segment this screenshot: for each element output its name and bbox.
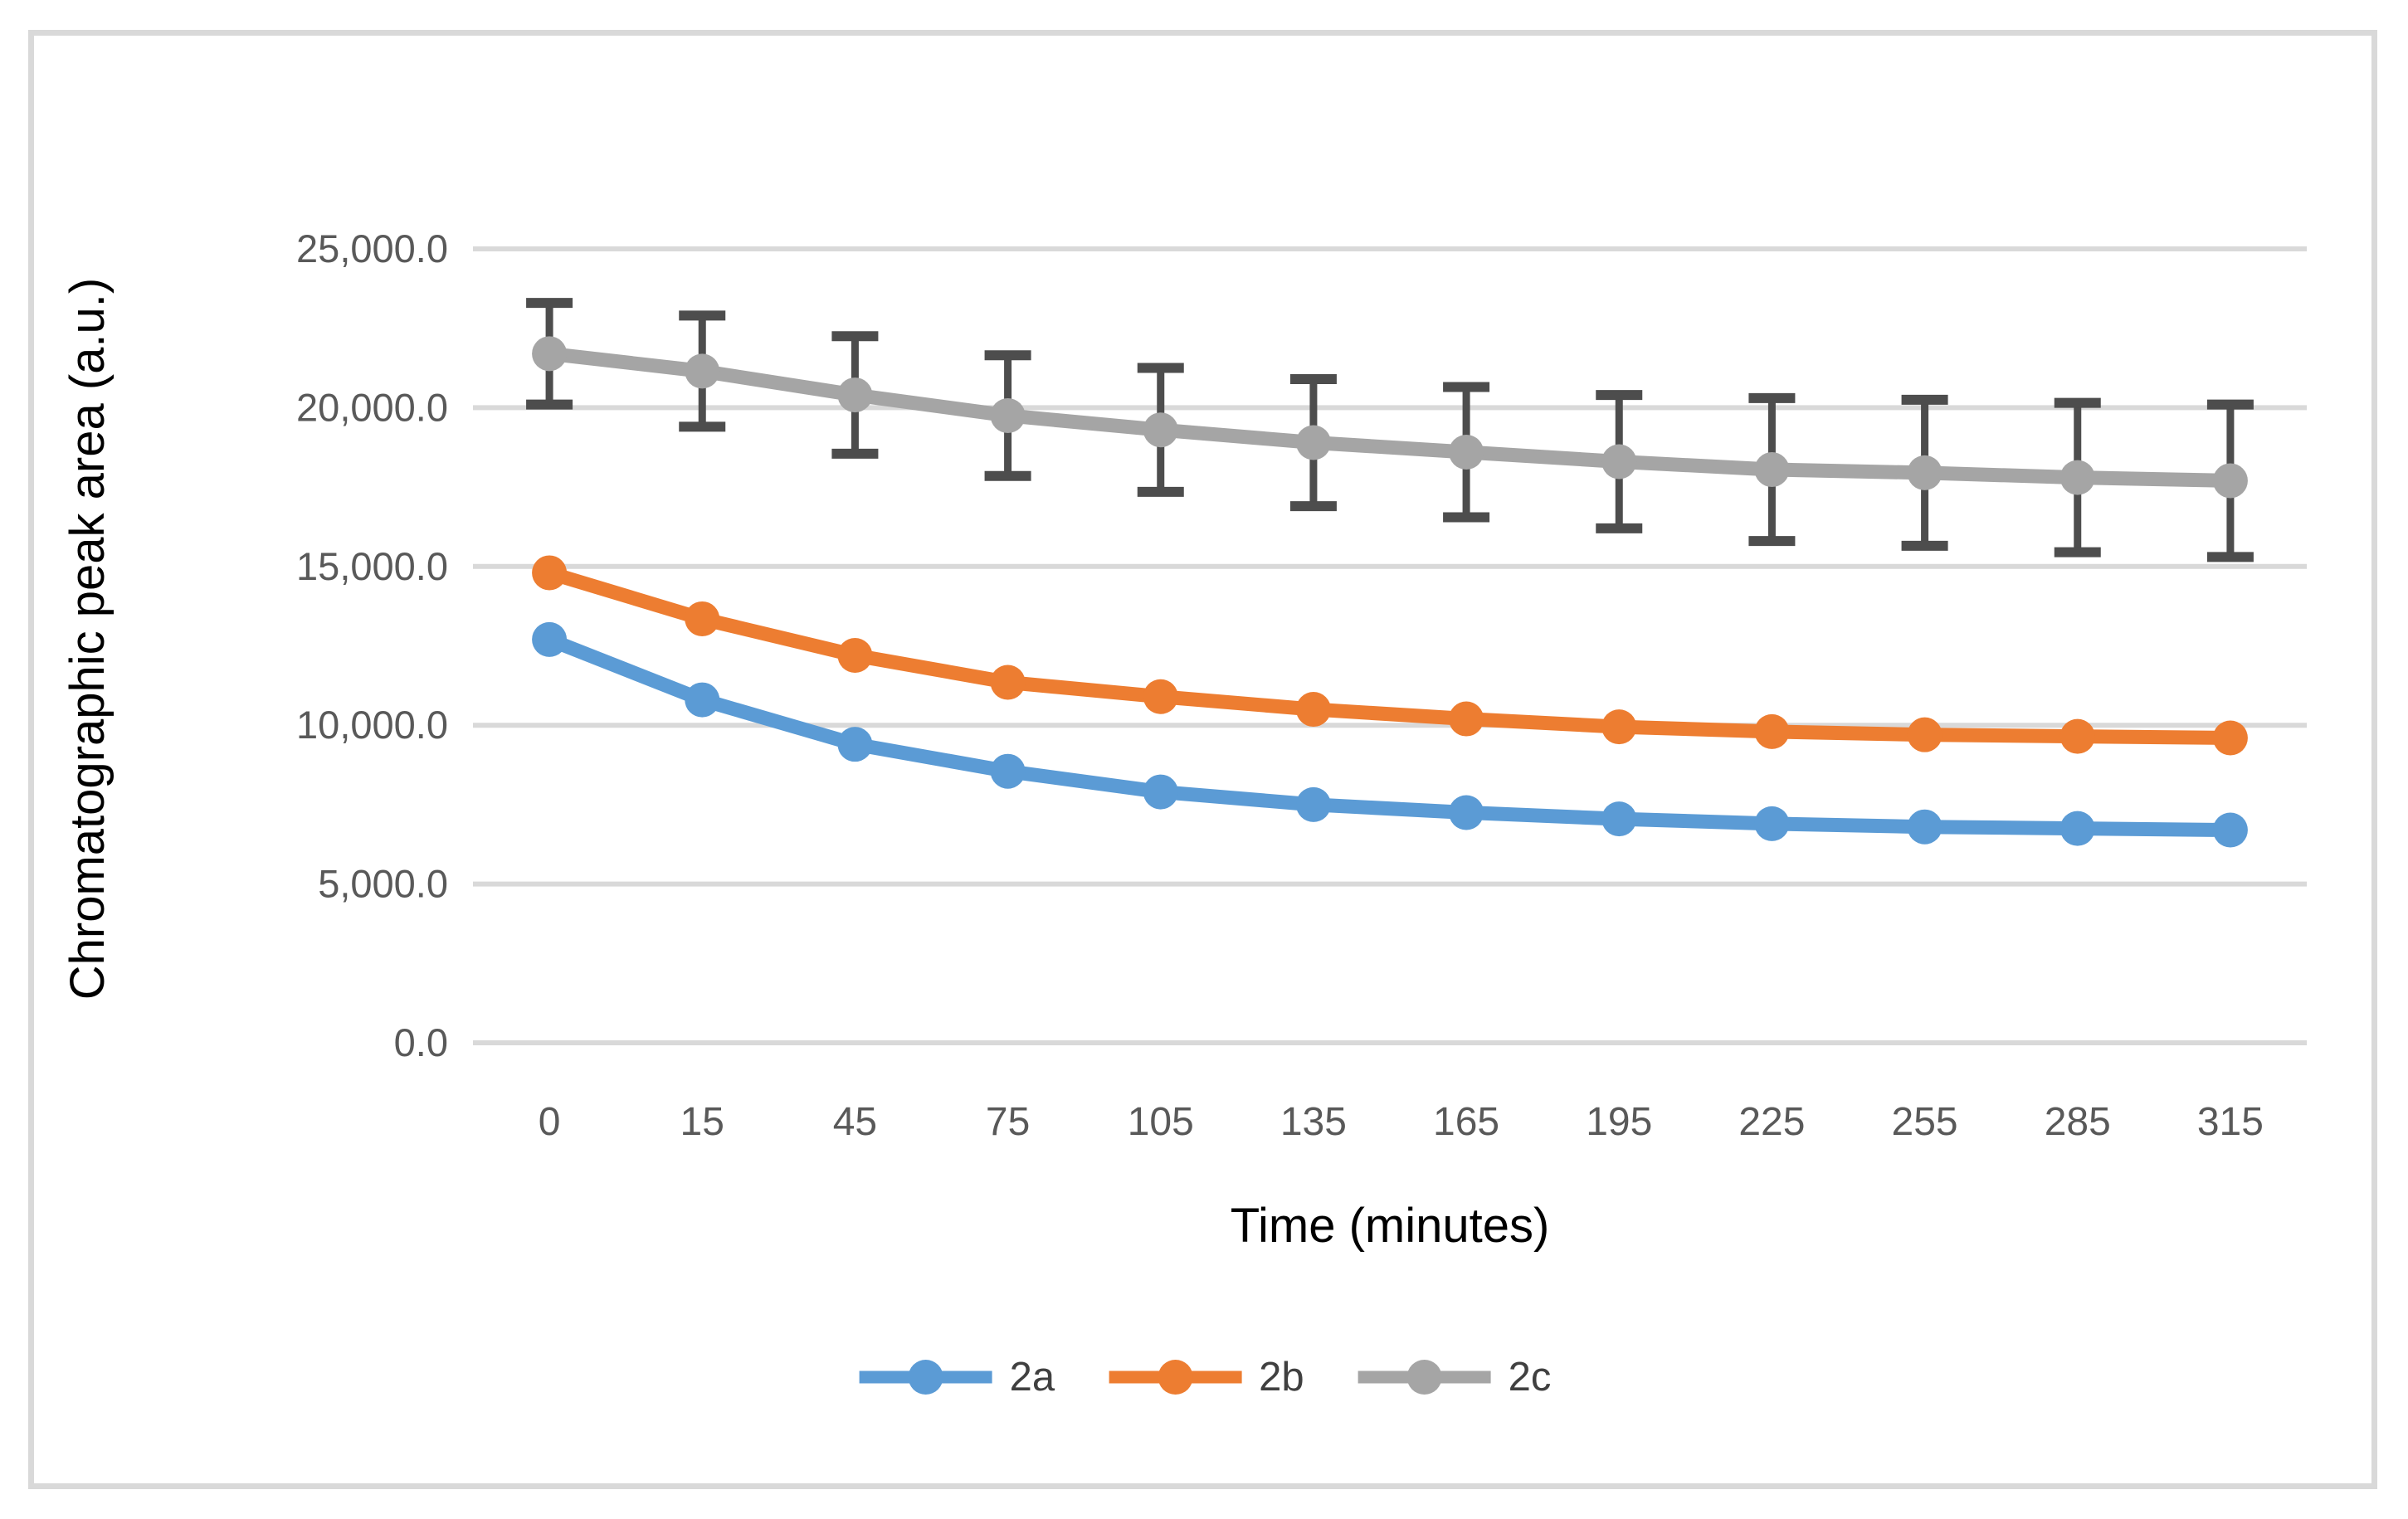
series-2c-marker [2212,463,2248,499]
series-2a-marker [837,727,873,762]
x-tick-label: 225 [1738,1100,1805,1144]
series-2c-marker [1754,452,1790,488]
series-2c-marker [1143,412,1178,448]
series-2c-marker [685,353,720,389]
series-2b-line [542,565,2238,746]
y-tick-label: 5,000.0 [318,862,448,906]
y-axis-title: Chromatographic peak area (a.u.) [61,278,115,1000]
y-tick-label: 15,000.0 [296,544,448,588]
chart-border [28,30,2377,1489]
y-axis-tick-labels: 0.0 5,000.0 10,000.0 15,000.0 20,000.0 25,000… [296,226,448,1064]
y-tick-label: 25,000.0 [296,226,448,270]
series-2b-marker [990,665,1026,700]
series-2a-marker [2059,811,2095,846]
series-2a-marker [532,621,568,657]
series-2b-marker [2059,718,2095,754]
legend-item-2a: 2a [857,1351,1055,1404]
series-2c-marker [1449,434,1484,470]
x-axis-tick-labels: 0 15 45 75 105 135 165 195 225 255 285 315 [539,1100,2264,1144]
x-tick-label: 105 [1128,1100,1194,1144]
line-marker-icon [859,1360,992,1395]
legend-label: 2c [1508,1354,1552,1400]
series-2b-marker [1907,717,1942,752]
series-2a-marker [1754,806,1790,841]
series-2a-marker [1449,795,1484,830]
series-2a-marker [2212,812,2248,848]
x-tick-label: 135 [1280,1100,1347,1144]
x-tick-label: 255 [1892,1100,1958,1144]
series-2c-marker [1295,425,1331,460]
series-2a-marker [1143,774,1178,810]
series-2a-marker [1601,801,1637,837]
legend-item-2b: 2b [1106,1351,1304,1404]
series-2b-marker [1601,709,1637,745]
x-tick-label: 45 [833,1100,877,1144]
series-2c-marker [2059,460,2095,495]
series-2a-marker [990,753,1026,789]
series-2c-marker [837,377,873,413]
x-tick-label: 285 [2045,1100,2111,1144]
y-tick-label: 0.0 [394,1020,448,1064]
series-2b-marker [837,637,873,673]
series-2c-marker [1601,444,1637,480]
legend: 2a 2b 2c [857,1351,1552,1404]
x-tick-label: 195 [1586,1100,1652,1144]
x-tick-label: 0 [539,1100,561,1144]
series-2c-line [542,346,2238,488]
line-marker-icon [1358,1360,1491,1395]
x-tick-label: 165 [1433,1100,1499,1144]
y-tick-label: 10,000.0 [296,703,448,747]
series-2b-marker [1295,692,1331,728]
series-2b-marker [1449,701,1484,737]
series-2a-line [542,632,2238,838]
series-2a-marker [685,682,720,718]
series-2b-marker [1754,713,1790,749]
legend-label: 2b [1259,1354,1304,1400]
series-2b-marker [532,555,568,591]
series-layer [532,336,2248,848]
series-2b [532,555,2248,756]
legend-item-2c: 2c [1356,1351,1552,1404]
series-2c-marker [1907,455,1942,490]
x-tick-label: 15 [680,1100,724,1144]
line-marker-icon [1109,1360,1242,1395]
series-2c-marker [990,397,1026,433]
series-2a [532,621,2248,848]
x-axis-title: Time (minutes) [1231,1199,1550,1253]
series-2c-marker [532,336,568,372]
series-2a-marker [1295,786,1331,822]
x-tick-label: 75 [986,1100,1030,1144]
series-2a-marker [1907,809,1942,845]
series-2b-marker [1143,679,1178,714]
series-2b-marker [2212,720,2248,756]
y-tick-label: 20,000.0 [296,385,448,429]
x-tick-label: 315 [2197,1100,2264,1144]
legend-label: 2a [1009,1354,1055,1400]
series-2c [532,336,2248,499]
series-2b-marker [685,601,720,636]
